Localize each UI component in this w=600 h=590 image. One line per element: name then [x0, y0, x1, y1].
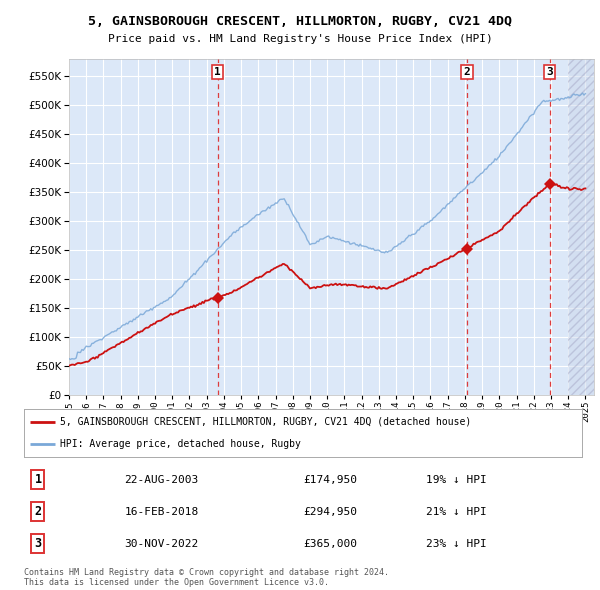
Text: 23% ↓ HPI: 23% ↓ HPI	[426, 539, 487, 549]
Text: 21% ↓ HPI: 21% ↓ HPI	[426, 507, 487, 517]
Bar	[568, 59, 599, 395]
Text: HPI: Average price, detached house, Rugby: HPI: Average price, detached house, Rugb…	[60, 439, 301, 449]
Text: 1: 1	[34, 473, 41, 486]
Text: 2: 2	[34, 505, 41, 518]
Text: £294,950: £294,950	[303, 507, 357, 517]
Text: 3: 3	[34, 537, 41, 550]
Text: Price paid vs. HM Land Registry's House Price Index (HPI): Price paid vs. HM Land Registry's House …	[107, 34, 493, 44]
Text: 16-FEB-2018: 16-FEB-2018	[124, 507, 199, 517]
Text: 5, GAINSBOROUGH CRESCENT, HILLMORTON, RUGBY, CV21 4DQ: 5, GAINSBOROUGH CRESCENT, HILLMORTON, RU…	[88, 15, 512, 28]
Text: 5, GAINSBOROUGH CRESCENT, HILLMORTON, RUGBY, CV21 4DQ (detached house): 5, GAINSBOROUGH CRESCENT, HILLMORTON, RU…	[60, 417, 472, 427]
Text: 19% ↓ HPI: 19% ↓ HPI	[426, 475, 487, 484]
Text: £365,000: £365,000	[303, 539, 357, 549]
Text: Contains HM Land Registry data © Crown copyright and database right 2024.
This d: Contains HM Land Registry data © Crown c…	[24, 568, 389, 587]
Text: 22-AUG-2003: 22-AUG-2003	[124, 475, 199, 484]
Bar	[568, 59, 599, 395]
Text: 30-NOV-2022: 30-NOV-2022	[124, 539, 199, 549]
Text: 1: 1	[214, 67, 221, 77]
Text: 3: 3	[546, 67, 553, 77]
Text: 2: 2	[464, 67, 470, 77]
Text: £174,950: £174,950	[303, 475, 357, 484]
